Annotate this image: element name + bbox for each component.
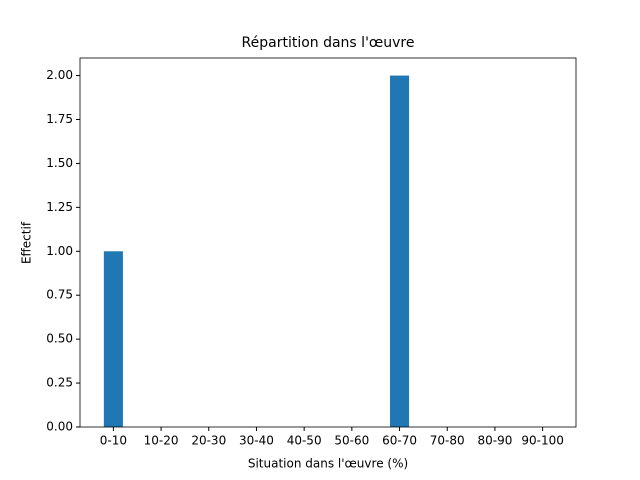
bar: [390, 75, 410, 428]
x-tick-label: 50-60: [334, 434, 369, 448]
bar: [103, 251, 123, 427]
y-axis-label: Effectif: [20, 221, 34, 264]
y-tick-label: 1.50: [46, 156, 73, 170]
x-tick-label: 60-70: [382, 434, 417, 448]
x-tick-label: 70-80: [430, 434, 465, 448]
y-tick-label: 1.00: [46, 244, 73, 258]
x-tick-label: 40-50: [287, 434, 322, 448]
y-tick-label: 0.25: [46, 376, 73, 390]
chart-title: Répartition dans l'œuvre: [242, 35, 415, 51]
plot-frame: [79, 57, 577, 428]
x-tick-label: 10-20: [144, 434, 179, 448]
y-tick-label: 0.50: [46, 332, 73, 346]
x-tick-label: 90-100: [521, 434, 564, 448]
y-tick-label: 2.00: [46, 68, 73, 82]
x-tick-label: 80-90: [477, 434, 512, 448]
y-tick-label: 1.75: [46, 112, 73, 126]
x-tick-label: 20-30: [191, 434, 226, 448]
y-tick-label: 0.75: [46, 288, 73, 302]
y-tick-label: 1.25: [46, 200, 73, 214]
y-tick-label: 0.00: [46, 420, 73, 434]
x-tick-label: 30-40: [239, 434, 274, 448]
x-tick-label: 0-10: [100, 434, 127, 448]
x-axis-label: Situation dans l'œuvre (%): [248, 457, 408, 471]
